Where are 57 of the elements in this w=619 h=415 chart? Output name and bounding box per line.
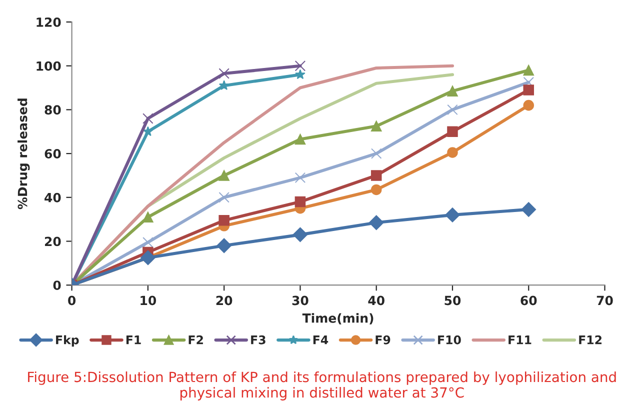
x-tick-label: 30 [292, 296, 308, 306]
point [445, 208, 460, 222]
point [523, 64, 534, 76]
point [294, 60, 306, 72]
y-tick-label: 60 [44, 149, 61, 158]
point [370, 120, 382, 132]
point [295, 69, 306, 80]
point [447, 147, 458, 158]
point [370, 184, 382, 196]
point [521, 202, 536, 217]
y-tick-label: 80 [44, 105, 61, 115]
y-axis-title: %Drug released [18, 98, 30, 210]
point [218, 80, 230, 90]
legend-label: F1 [126, 336, 141, 344]
x-tick-label: 0 [68, 296, 76, 306]
y-tick-label: 120 [36, 17, 61, 27]
point [447, 126, 458, 138]
x-tick-label: 40 [368, 296, 384, 306]
x-axis-title: Time(min) [302, 313, 374, 324]
point [218, 215, 230, 226]
x-tick-label: 50 [444, 296, 461, 306]
x-tick-label: 60 [520, 296, 537, 306]
point [218, 170, 230, 181]
point [523, 84, 534, 96]
point [294, 172, 306, 184]
legend-label: F12 [579, 335, 602, 344]
x-tick-label: 20 [216, 296, 232, 306]
point [368, 215, 384, 230]
legend-label: F11 [508, 336, 532, 344]
point [523, 100, 534, 111]
y-tick-label: 20 [44, 236, 61, 246]
point [370, 170, 382, 181]
legend-label: F4 [313, 336, 328, 344]
point [370, 148, 382, 159]
legend-label: F9 [376, 335, 390, 344]
point [142, 126, 154, 136]
point [218, 192, 230, 203]
x-tick-label: 70 [596, 296, 613, 306]
point [142, 212, 154, 223]
point [292, 227, 308, 242]
legend-label: F10 [438, 335, 461, 344]
y-tick-label: 40 [44, 192, 61, 202]
legend-label: Fkp [56, 335, 79, 347]
point [447, 104, 458, 116]
legend-label: F2 [188, 335, 203, 344]
point [216, 238, 232, 254]
point [294, 134, 306, 145]
point [294, 196, 306, 208]
x-tick-label: 10 [140, 296, 156, 306]
y-tick-label: 100 [36, 61, 61, 71]
legend-label: F3 [251, 335, 266, 344]
point [218, 68, 230, 79]
point [142, 236, 154, 248]
point [142, 113, 154, 124]
caption: Figure 5:Dissolution Pattern of KP and its formulations prepared by lyophilization and physical mixing in distilled water at 37°C [28, 371, 616, 400]
point [447, 86, 458, 96]
y-tick-label: 0 [53, 280, 61, 290]
